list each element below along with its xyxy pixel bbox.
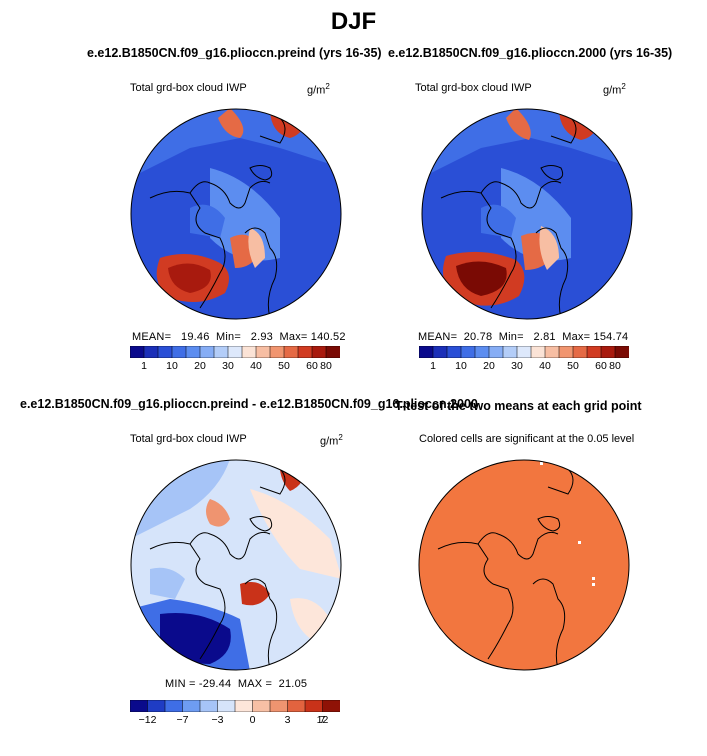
panel-3-units: g/m2 bbox=[320, 433, 343, 448]
panel-1-stats: MEAN= 19.46 Min= 2.93 Max= 140.52 bbox=[132, 331, 346, 343]
colorbar-tick-label: 10 bbox=[455, 360, 467, 372]
panel-1-units: g/m2 bbox=[307, 82, 330, 97]
colorbar-box bbox=[297, 346, 313, 358]
colorbar-box bbox=[130, 346, 145, 358]
colorbar-tick-label: 20 bbox=[194, 360, 206, 372]
panel-3-polar-map bbox=[130, 459, 342, 671]
colorbar-tick-label: −3 bbox=[211, 714, 224, 726]
colorbar-tick-label: 20 bbox=[483, 360, 495, 372]
panel-4-polar-map bbox=[418, 459, 630, 671]
panel-1-colorbar-labels: 1 10 20 30 40 50 60 80 bbox=[130, 360, 340, 374]
panel-4-run-title: T-test of the two means at each grid poi… bbox=[395, 399, 642, 413]
colorbar-tick-label: 50 bbox=[278, 360, 290, 372]
colorbar-box bbox=[287, 700, 306, 712]
colorbar-box bbox=[213, 346, 229, 358]
colorbar-tick-label: 10 bbox=[166, 360, 178, 372]
colorbar-box bbox=[311, 346, 327, 358]
colorbar-box bbox=[419, 346, 434, 358]
panel-3-stats: MIN = -29.44 MAX = 21.05 bbox=[165, 678, 308, 690]
colorbar-tick-label: 40 bbox=[539, 360, 551, 372]
panel-2-units: g/m2 bbox=[603, 82, 626, 97]
colorbar-box bbox=[217, 700, 236, 712]
colorbar-box bbox=[544, 346, 560, 358]
colorbar-tick-label: 60 bbox=[306, 360, 318, 372]
colorbar-box bbox=[252, 700, 271, 712]
colorbar-box bbox=[199, 346, 215, 358]
colorbar-tick-label: 30 bbox=[222, 360, 234, 372]
colorbar-box bbox=[143, 346, 159, 358]
panel-2-stats: MEAN= 20.78 Min= 2.81 Max= 154.74 bbox=[418, 331, 629, 343]
panel-1-colorbar bbox=[130, 346, 340, 358]
panel-1-variable-label: Total grd-box cloud IWP bbox=[130, 82, 247, 94]
panel-3-colorbar bbox=[130, 700, 340, 712]
colorbar-box bbox=[269, 700, 289, 712]
colorbar-box bbox=[164, 700, 184, 712]
colorbar-tick-label: 12 bbox=[316, 714, 329, 726]
colorbar-tick-label: 50 bbox=[567, 360, 579, 372]
colorbar-box bbox=[572, 346, 588, 358]
colorbar-box bbox=[283, 346, 299, 358]
colorbar-box bbox=[234, 700, 254, 712]
colorbar-box bbox=[600, 346, 616, 358]
colorbar-box bbox=[516, 346, 532, 358]
colorbar-box bbox=[182, 700, 201, 712]
colorbar-tick-label: 40 bbox=[250, 360, 262, 372]
colorbar-box bbox=[157, 346, 173, 358]
colorbar-box bbox=[255, 346, 271, 358]
panel-4-variable-label: Colored cells are significant at the 0.0… bbox=[419, 433, 635, 445]
panel-2-colorbar-labels: 1 10 20 30 40 50 60 80 bbox=[419, 360, 629, 374]
colorbar-tick-label: 1 bbox=[430, 360, 436, 372]
colorbar-box bbox=[432, 346, 448, 358]
colorbar-box bbox=[502, 346, 518, 358]
colorbar-box bbox=[325, 346, 340, 358]
panel-2-polar-map bbox=[421, 108, 633, 320]
colorbar-box bbox=[241, 346, 257, 358]
panel-2-run-title: e.e12.B1850CN.f09_g16.plioccn.2000 (yrs … bbox=[388, 46, 673, 60]
colorbar-box bbox=[586, 346, 602, 358]
colorbar-box bbox=[269, 346, 285, 358]
panel-2-colorbar bbox=[419, 346, 629, 358]
colorbar-box bbox=[185, 346, 201, 358]
panel-1-run-title: e.e12.B1850CN.f09_g16.plioccn.preind (yr… bbox=[87, 46, 382, 60]
colorbar-box bbox=[614, 346, 629, 358]
colorbar-tick-label: 80 bbox=[609, 360, 621, 372]
colorbar-tick-label: −7 bbox=[176, 714, 189, 726]
colorbar-box bbox=[558, 346, 574, 358]
colorbar-box bbox=[474, 346, 490, 358]
colorbar-tick-label: 60 bbox=[595, 360, 607, 372]
panel-1-polar-map bbox=[130, 108, 342, 320]
colorbar-tick-label: −12 bbox=[138, 714, 157, 726]
colorbar-tick-label: 80 bbox=[320, 360, 332, 372]
colorbar-tick-label: 1 bbox=[141, 360, 147, 372]
colorbar-box bbox=[322, 700, 340, 712]
colorbar-box bbox=[446, 346, 462, 358]
page-title: DJF bbox=[330, 8, 377, 35]
colorbar-box bbox=[304, 700, 324, 712]
colorbar-tick-label: 0 bbox=[249, 714, 256, 726]
panel-2-variable-label: Total grd-box cloud IWP bbox=[415, 82, 532, 94]
colorbar-box bbox=[130, 700, 149, 712]
colorbar-tick-label: 3 bbox=[284, 714, 291, 726]
colorbar-box bbox=[460, 346, 476, 358]
colorbar-tick-label: 7 bbox=[319, 714, 326, 726]
colorbar-tick-label: 30 bbox=[511, 360, 523, 372]
panel-3-colorbar-labels: −12 −7 −3 0 3 7 12 bbox=[130, 714, 340, 728]
colorbar-box bbox=[227, 346, 243, 358]
panel-3-variable-label: Total grd-box cloud IWP bbox=[130, 433, 247, 445]
colorbar-box bbox=[530, 346, 546, 358]
colorbar-box bbox=[488, 346, 504, 358]
colorbar-box bbox=[171, 346, 187, 358]
colorbar-box bbox=[199, 700, 219, 712]
panel-3-run-title: e.e12.B1850CN.f09_g16.plioccn.preind - e… bbox=[20, 397, 478, 411]
colorbar-box bbox=[147, 700, 166, 712]
